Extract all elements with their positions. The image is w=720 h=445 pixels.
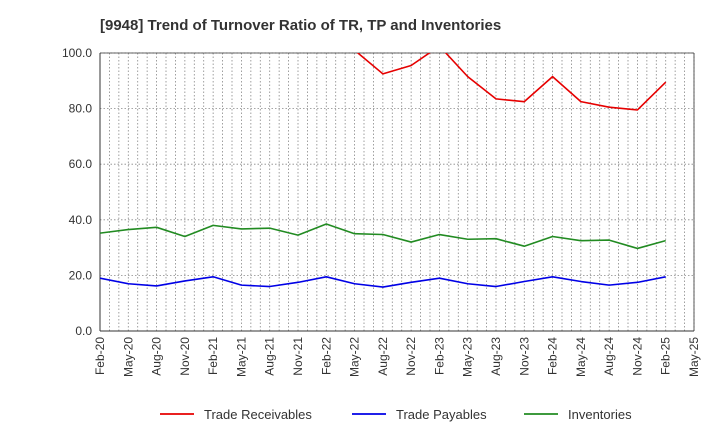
legend-label: Trade Receivables bbox=[204, 407, 312, 422]
x-tick-label: Feb-25 bbox=[659, 337, 673, 375]
x-tick-label: May-24 bbox=[574, 337, 588, 377]
y-tick-label: 80.0 bbox=[69, 102, 93, 116]
y-tick-label: 60.0 bbox=[69, 157, 93, 171]
x-tick-label: Feb-23 bbox=[432, 337, 446, 375]
y-tick-label: 0.0 bbox=[75, 324, 92, 338]
x-tick-label: May-20 bbox=[121, 337, 135, 377]
x-tick-label: Nov-24 bbox=[630, 337, 644, 376]
x-axis-ticks: Feb-20 May-20 Aug-20 Nov-20 Feb-21 May-21 Aug-… bbox=[93, 337, 701, 377]
y-tick-label: 20.0 bbox=[69, 268, 93, 282]
x-tick-label: Aug-24 bbox=[602, 337, 616, 376]
x-tick-label: Feb-22 bbox=[319, 337, 333, 375]
x-tick-label: May-25 bbox=[687, 337, 701, 377]
y-tick-label: 40.0 bbox=[69, 213, 93, 227]
x-tick-label: Nov-20 bbox=[178, 337, 192, 376]
x-tick-label: Nov-21 bbox=[291, 337, 305, 376]
series-line-inventories bbox=[100, 223, 666, 250]
x-tick-label: Aug-22 bbox=[376, 337, 390, 376]
chart-title: [9948] Trend of Turnover Ratio of TR, TP… bbox=[100, 17, 501, 34]
x-tick-label: Nov-22 bbox=[404, 337, 418, 376]
x-tick-label: May-21 bbox=[234, 337, 248, 377]
axes bbox=[99, 52, 695, 332]
x-tick-label: Feb-21 bbox=[206, 337, 220, 375]
x-tick-label: Aug-23 bbox=[489, 337, 503, 376]
x-tick-label: Aug-20 bbox=[150, 337, 164, 376]
grid bbox=[99, 52, 695, 332]
series-line-trade-receivables bbox=[356, 53, 667, 111]
x-tick-label: May-22 bbox=[348, 337, 362, 377]
x-tick-label: Feb-24 bbox=[546, 337, 560, 375]
x-tick-label: Aug-21 bbox=[263, 337, 277, 376]
y-tick-label: 100.0 bbox=[62, 46, 92, 60]
series-group bbox=[100, 53, 667, 288]
x-tick-label: Feb-20 bbox=[93, 337, 107, 375]
x-tick-label: May-23 bbox=[461, 337, 475, 377]
series-line-trade-payables bbox=[100, 275, 666, 288]
legend-label: Inventories bbox=[568, 407, 632, 422]
x-tick-label: Nov-23 bbox=[517, 337, 531, 376]
legend-label: Trade Payables bbox=[396, 407, 487, 422]
legend: Trade Receivables Trade Payables Inventori… bbox=[160, 407, 632, 422]
y-axis-ticks: 0.0 20.0 40.0 60.0 80.0 100.0 bbox=[62, 46, 92, 338]
